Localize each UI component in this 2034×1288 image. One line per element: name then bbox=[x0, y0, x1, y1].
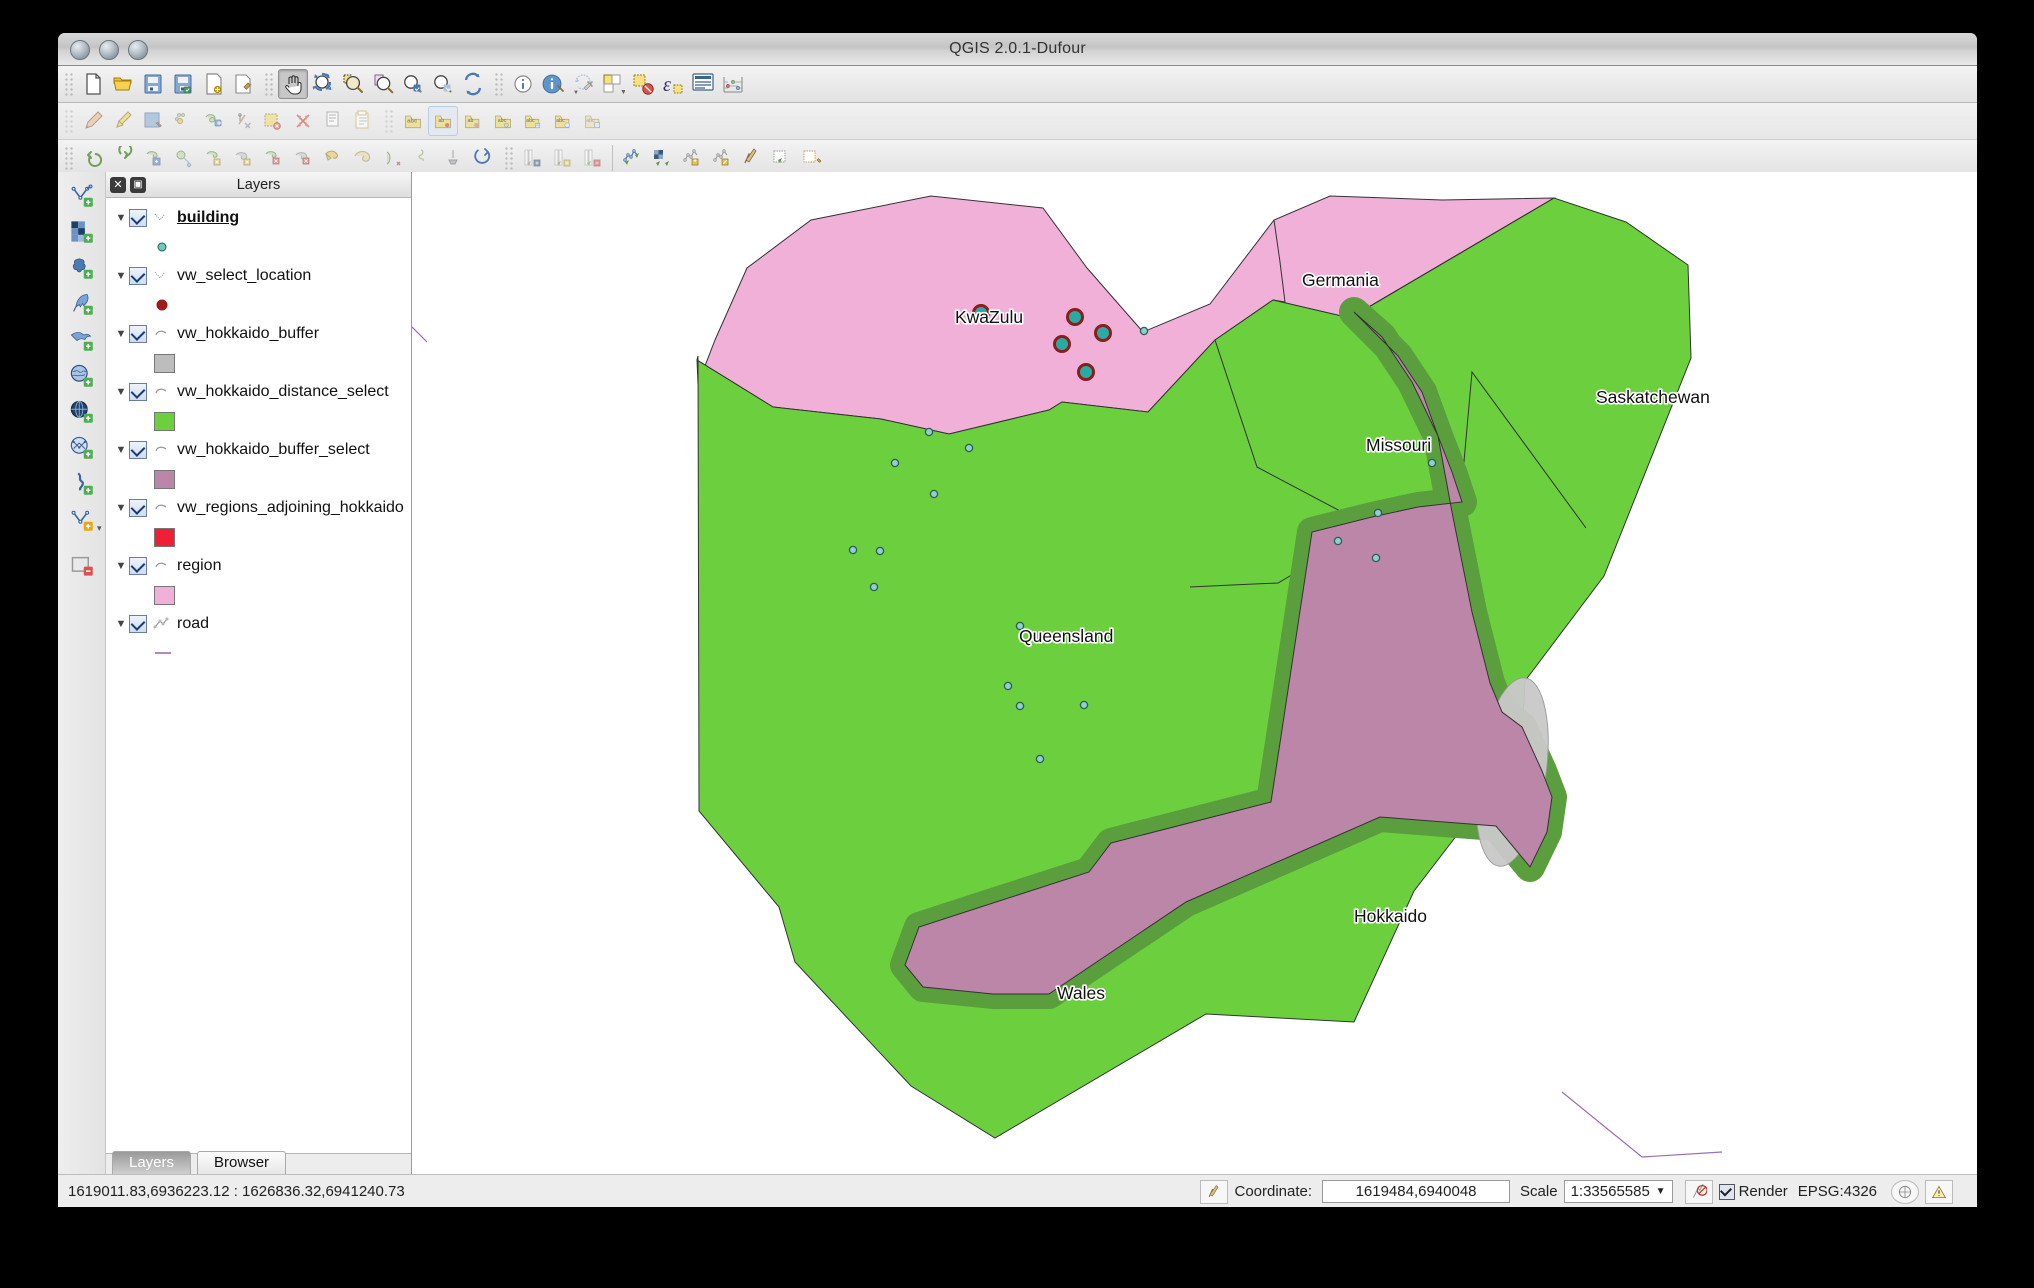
svg-text:ab: ab bbox=[468, 118, 474, 124]
svg-text:Germania: Germania bbox=[1302, 270, 1379, 290]
svg-text:Missouri: Missouri bbox=[1366, 435, 1431, 455]
svg-text:Hokkaido: Hokkaido bbox=[1354, 906, 1427, 926]
svg-text:KwaZulu: KwaZulu bbox=[955, 307, 1023, 327]
svg-text:ab: ab bbox=[438, 118, 444, 124]
svg-text:abc: abc bbox=[586, 118, 595, 124]
svg-text:▼: ▼ bbox=[573, 90, 579, 96]
svg-text:▼: ▼ bbox=[620, 89, 625, 96]
svg-text:abc: abc bbox=[556, 118, 565, 124]
svg-text:Queensland: Queensland bbox=[1019, 626, 1113, 646]
svg-text:abc: abc bbox=[407, 119, 418, 125]
svg-text:ε: ε bbox=[663, 74, 671, 96]
svg-text:Wales: Wales bbox=[1057, 983, 1105, 1003]
svg-text:abc: abc bbox=[526, 118, 535, 124]
svg-text:Saskatchewan: Saskatchewan bbox=[1596, 387, 1710, 407]
svg-text:abc: abc bbox=[498, 118, 507, 124]
